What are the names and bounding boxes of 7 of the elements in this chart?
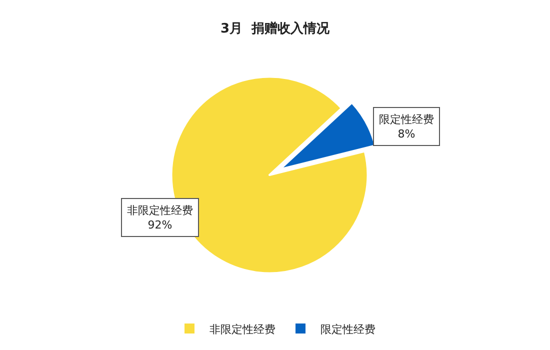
slice-label: 限定性经费 — [379, 113, 434, 126]
slice-label: 非限定性经费 — [127, 204, 193, 217]
data-label: 92% — [148, 218, 172, 232]
legend-label: 非限定性经费 — [210, 322, 276, 336]
chart-title: 3月 捐赠收入情况 — [220, 20, 331, 37]
data-label: 8% — [398, 127, 416, 140]
legend-label: 限定性经费 — [320, 322, 376, 336]
